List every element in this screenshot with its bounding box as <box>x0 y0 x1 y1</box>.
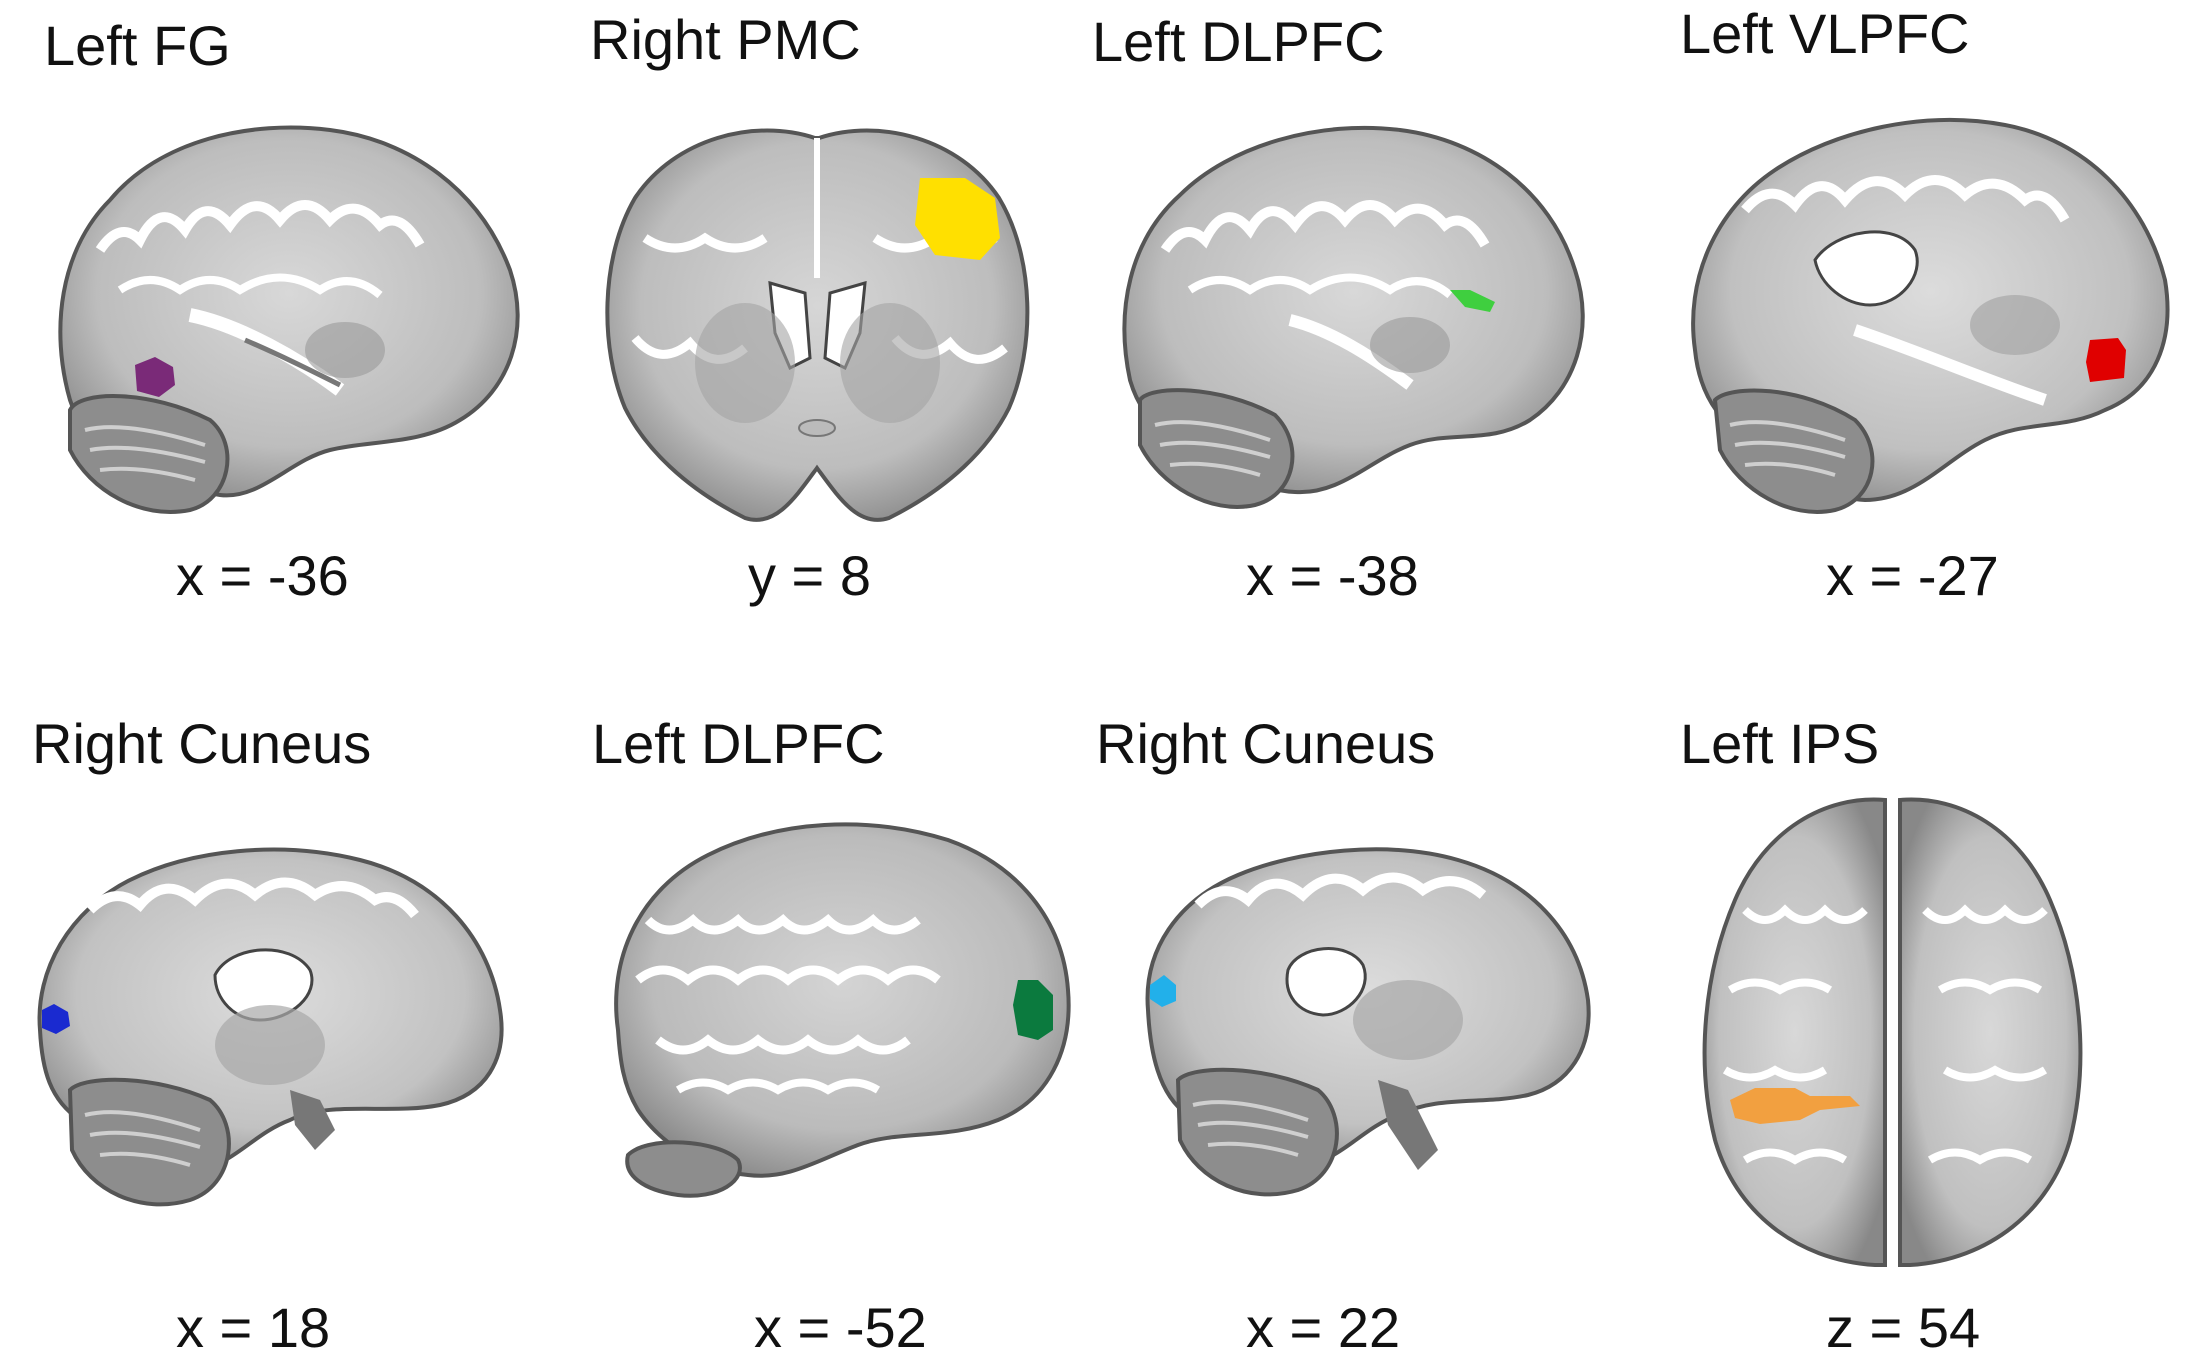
roi-marker <box>1730 1088 1860 1124</box>
panel-title: Left DLPFC <box>1092 10 1385 73</box>
roi-marker <box>915 178 1000 260</box>
slice-coordinate: x = -52 <box>754 1296 927 1359</box>
panel-title: Left DLPFC <box>592 712 885 775</box>
slice-coordinate: x = 18 <box>176 1296 331 1359</box>
panel-title: Left VLPFC <box>1680 2 1970 65</box>
roi-marker <box>1013 980 1053 1040</box>
panel-title: Right Cuneus <box>32 712 372 775</box>
roi-marker <box>135 357 175 397</box>
slice-coordinate: x = -27 <box>1826 544 1999 607</box>
panel-title: Right Cuneus <box>1096 712 1436 775</box>
sagittal-brain-slice <box>1691 118 2170 514</box>
panel-title: Left IPS <box>1680 712 1880 775</box>
panel-title: Right PMC <box>590 8 861 71</box>
slice-coordinate: y = 8 <box>748 544 871 607</box>
axial-brain-slice <box>1702 797 2083 1267</box>
sagittal-brain-slice <box>1122 125 1585 509</box>
slice-coordinate: z = 54 <box>1826 1296 1981 1359</box>
sagittal-brain-slice <box>1145 847 1591 1197</box>
roi-marker <box>42 1004 70 1034</box>
slice-coordinate: x = -36 <box>176 544 349 607</box>
sagittal-brain-slice <box>58 125 520 514</box>
lateral-brain-surface <box>614 822 1071 1198</box>
panel-title: Left FG <box>44 14 231 77</box>
roi-marker <box>1150 975 1176 1007</box>
slice-coordinate: x = -38 <box>1246 544 1419 607</box>
sagittal-brain-slice <box>37 847 504 1207</box>
slice-coordinate: x = 22 <box>1246 1296 1401 1359</box>
coronal-brain-slice <box>605 128 1030 522</box>
roi-marker <box>1450 290 1495 312</box>
roi-marker <box>2086 338 2126 382</box>
